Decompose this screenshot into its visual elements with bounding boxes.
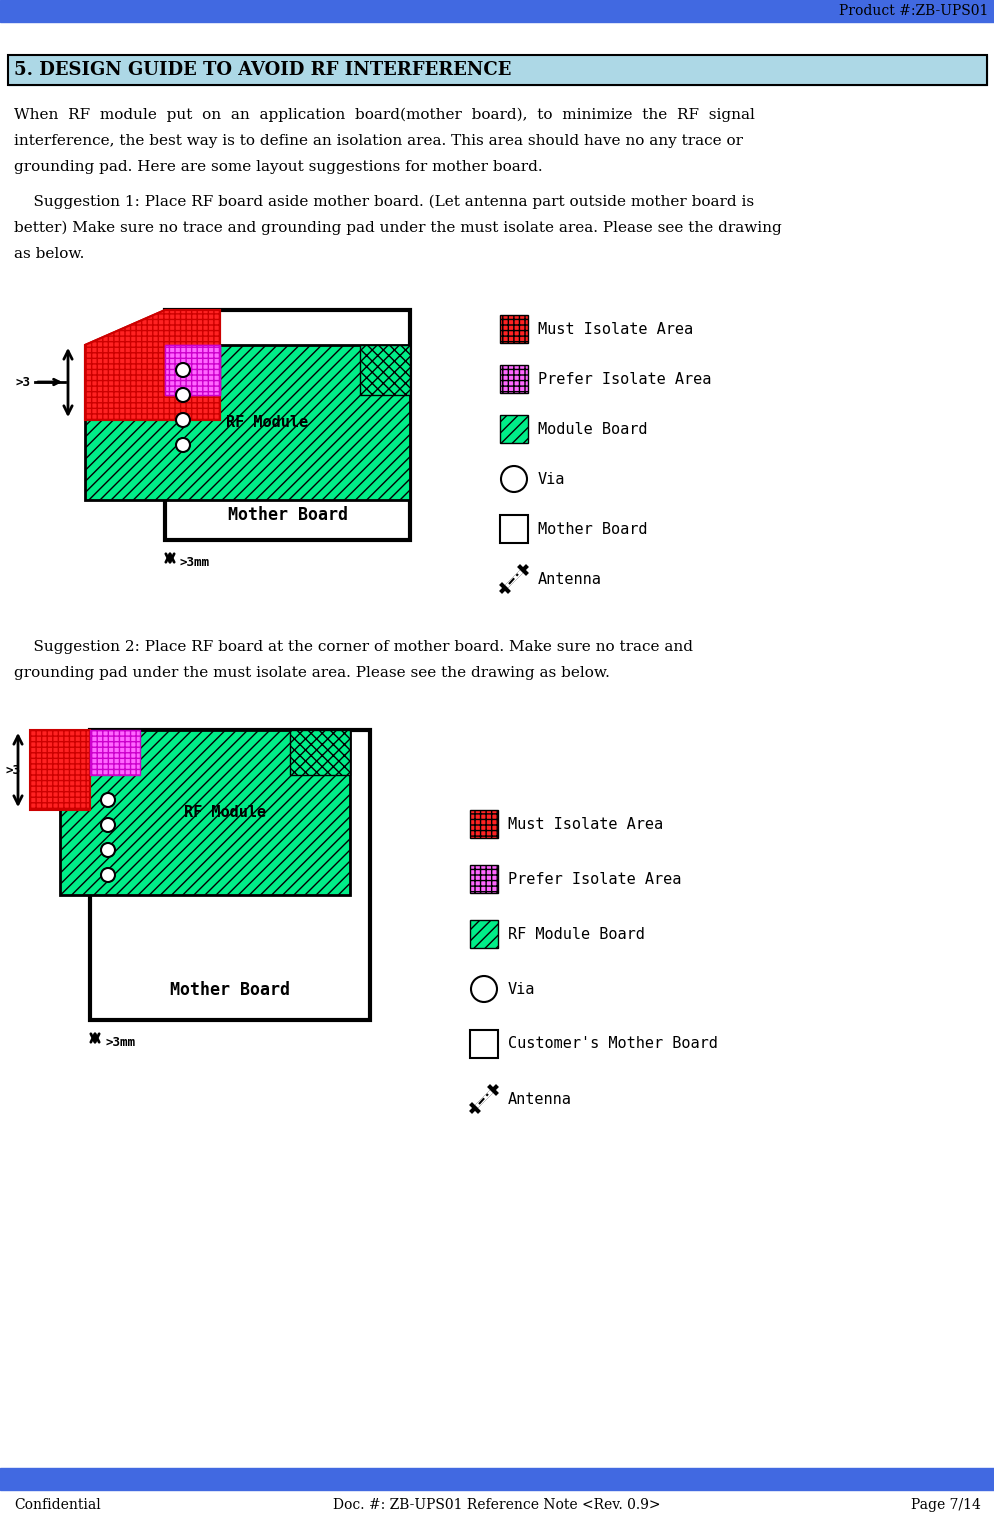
Bar (0, 0, 994, 21)
Circle shape (501, 466, 527, 492)
Text: >3mm: >3mm (180, 556, 210, 568)
Polygon shape (84, 311, 220, 420)
Text: >3: >3 (15, 376, 30, 388)
Text: Via: Via (508, 981, 535, 996)
Circle shape (101, 844, 115, 857)
Text: Antenna: Antenna (508, 1092, 572, 1107)
Circle shape (101, 818, 115, 832)
Circle shape (101, 793, 115, 807)
Bar (89, 730, 370, 1020)
Bar (165, 311, 410, 541)
Circle shape (470, 976, 496, 1002)
Bar (0, 1468, 994, 1489)
Text: Antenna: Antenna (538, 571, 601, 586)
Circle shape (176, 362, 190, 378)
Bar (84, 346, 410, 500)
Text: better) Make sure no trace and grounding pad under the must isolate area. Please: better) Make sure no trace and grounding… (14, 221, 781, 236)
Text: >3mm: >3mm (105, 1036, 135, 1048)
Bar (500, 366, 528, 393)
Text: grounding pad under the must isolate area. Please see the drawing as below.: grounding pad under the must isolate are… (14, 666, 609, 679)
Circle shape (101, 868, 115, 882)
Bar (500, 315, 528, 343)
Polygon shape (30, 730, 89, 810)
Text: Suggestion 1: Place RF board aside mother board. (Let antenna part outside mothe: Suggestion 1: Place RF board aside mothe… (14, 195, 753, 209)
Text: RF Module: RF Module (184, 806, 265, 819)
Text: Via: Via (538, 472, 565, 486)
Text: interference, the best way is to define an isolation area. This area should have: interference, the best way is to define … (14, 134, 743, 148)
Text: Suggestion 2: Place RF board at the corner of mother board. Make sure no trace a: Suggestion 2: Place RF board at the corn… (14, 640, 692, 653)
Text: Doc. #: ZB-UPS01 Reference Note <Rev. 0.9>: Doc. #: ZB-UPS01 Reference Note <Rev. 0.… (333, 1499, 660, 1512)
Text: When  RF  module  put  on  an  application  board(mother  board),  to  minimize : When RF module put on an application boa… (14, 108, 754, 122)
Bar (469, 1030, 498, 1058)
Bar (469, 810, 498, 838)
Bar (8, 55, 986, 85)
Text: Must Isolate Area: Must Isolate Area (538, 321, 693, 337)
Polygon shape (84, 311, 220, 420)
Polygon shape (360, 346, 410, 394)
Polygon shape (165, 346, 220, 394)
Text: Confidential: Confidential (14, 1499, 100, 1512)
Bar (469, 865, 498, 892)
Text: Prefer Isolate Area: Prefer Isolate Area (538, 372, 711, 387)
Text: Product #:ZB-UPS01: Product #:ZB-UPS01 (838, 5, 987, 18)
Text: Customer's Mother Board: Customer's Mother Board (508, 1037, 717, 1051)
Text: RF Module Board: RF Module Board (508, 926, 644, 941)
Bar (469, 920, 498, 947)
Bar (60, 730, 350, 896)
Text: Module Board: Module Board (538, 422, 647, 437)
Text: Page 7/14: Page 7/14 (911, 1499, 980, 1512)
Text: Mother Board: Mother Board (170, 981, 289, 999)
Text: as below.: as below. (14, 247, 84, 260)
Text: grounding pad. Here are some layout suggestions for mother board.: grounding pad. Here are some layout sugg… (14, 160, 542, 174)
Text: >3: >3 (5, 763, 20, 777)
Polygon shape (165, 346, 220, 394)
Text: 5. DESIGN GUIDE TO AVOID RF INTERFERENCE: 5. DESIGN GUIDE TO AVOID RF INTERFERENCE (14, 61, 511, 79)
Polygon shape (289, 730, 350, 775)
Circle shape (176, 439, 190, 452)
Bar (500, 414, 528, 443)
Circle shape (176, 388, 190, 402)
Circle shape (176, 413, 190, 426)
Bar (8, 55, 986, 85)
Text: Mother Board: Mother Board (538, 521, 647, 536)
Text: Prefer Isolate Area: Prefer Isolate Area (508, 871, 681, 886)
Text: Must Isolate Area: Must Isolate Area (508, 816, 662, 832)
Text: RF Module: RF Module (227, 414, 308, 429)
Text: Mother Board: Mother Board (228, 506, 347, 524)
Bar (500, 515, 528, 544)
Polygon shape (89, 730, 140, 775)
